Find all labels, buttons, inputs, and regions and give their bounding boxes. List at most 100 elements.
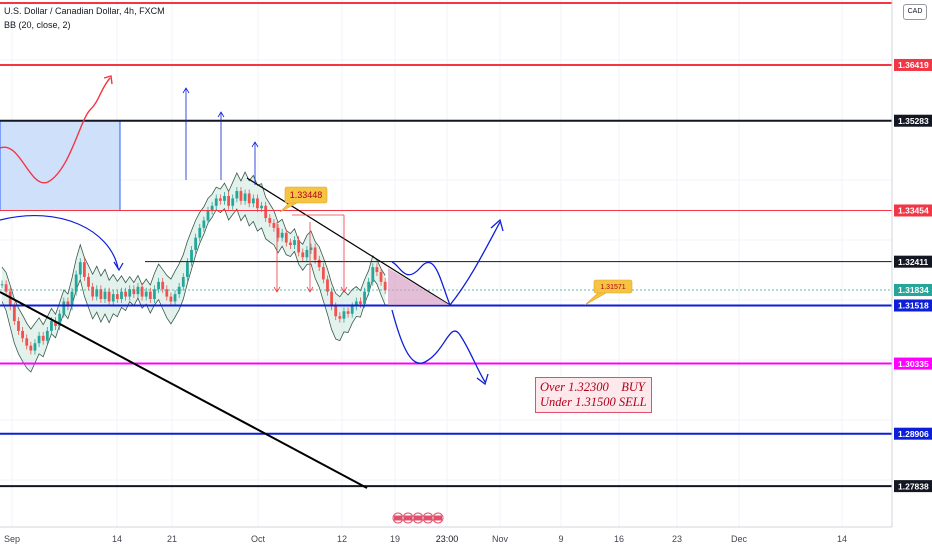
candle-body-77 (317, 259, 321, 268)
candle-19 (78, 258, 82, 279)
indicator-legend[interactable]: BB (20, close, 2) (4, 20, 71, 30)
candle-65 (268, 214, 272, 227)
candle-55 (227, 192, 230, 210)
candle-91 (375, 263, 379, 276)
candle-body-15 (62, 301, 66, 314)
price-tag-bg-1.30335 (894, 357, 932, 370)
callout-box-0 (284, 186, 328, 204)
candle-13 (54, 317, 57, 330)
price-tag-1.33454: 1.33454 (894, 204, 932, 217)
candle-50 (206, 206, 210, 225)
candle-body-88 (363, 291, 366, 304)
candle-49 (202, 216, 206, 232)
time-tick-3: Oct (251, 534, 266, 544)
candle-14 (58, 309, 62, 330)
candle-32 (132, 285, 136, 299)
candle-body-4 (17, 321, 20, 331)
candle-58 (239, 187, 243, 205)
candle-body-19 (78, 262, 82, 275)
candle-36 (148, 287, 152, 303)
candle-2 (8, 287, 12, 311)
candle-body-32 (132, 289, 136, 295)
candle-6 (25, 334, 29, 350)
time-tick-2: 21 (167, 534, 177, 544)
time-axis[interactable]: Sep 14 21 Oct 12 19 23:00 Nov 9 16 23 Dec 14 (0, 512, 892, 544)
time-tick-11: Dec (731, 534, 748, 544)
candle-body-52 (214, 198, 218, 206)
candle-92 (379, 268, 383, 286)
candle-67 (276, 223, 280, 242)
candle-22 (91, 282, 95, 301)
candle-body-80 (330, 291, 333, 307)
candle-body-23 (95, 289, 99, 297)
candle-body-5 (21, 330, 24, 339)
candle-78 (321, 263, 325, 284)
candle-5 (21, 326, 24, 343)
currency-badge[interactable]: CAD (903, 4, 927, 20)
price-tag-text-1.31518: 1.31518 (898, 301, 929, 311)
price-tag-bg-1.31518 (894, 299, 932, 312)
candle-24 (99, 285, 103, 303)
candle-7 (29, 341, 33, 355)
candle-body-10 (41, 335, 45, 341)
candle-77 (317, 255, 321, 272)
candle-body-16 (66, 301, 70, 307)
blue-wave-left (391, 261, 451, 306)
candle-83 (342, 307, 346, 323)
candle-body-72 (297, 240, 301, 253)
candle-body-36 (148, 291, 152, 300)
candle-body-58 (239, 191, 243, 201)
price-annotations: 1.33448 1.31571 (279, 186, 633, 306)
event-flag-fill-4 (434, 515, 442, 521)
candle-31 (128, 285, 132, 301)
trade-note: Over 1.32300 BUY Under 1.31500 SELL (535, 377, 652, 413)
price-tag-1.30335: 1.30335 (894, 357, 932, 370)
supply-zone-box (0, 120, 121, 211)
candle-body-90 (371, 267, 375, 282)
horizontal-levels (0, 2, 892, 488)
candle-body-68 (280, 232, 284, 238)
price-tag-1.31518: 1.31518 (894, 299, 932, 312)
blue-up-arrow (490, 218, 504, 232)
candle-42 (173, 290, 177, 306)
candle-body-25 (103, 291, 107, 300)
candle-71 (293, 236, 296, 249)
candle-body-48 (198, 227, 202, 238)
time-tick-0: Sep (4, 534, 20, 544)
candle-57 (235, 187, 239, 203)
candle-body-6 (25, 338, 29, 346)
candle-84 (346, 307, 350, 318)
candle-10 (41, 331, 45, 345)
zone-rect (0, 120, 121, 211)
candle-70 (289, 238, 292, 249)
price-tag-bg-1.33454 (894, 204, 932, 217)
candle-body-93 (383, 281, 387, 291)
candle-body-62 (256, 198, 259, 209)
time-tick-9: 16 (614, 534, 624, 544)
candle-16 (66, 297, 70, 311)
candle-68 (280, 228, 284, 242)
candle-26 (107, 287, 111, 306)
blue-down-arrow (476, 373, 489, 386)
candle-59 (243, 189, 247, 205)
price-tag-text-1.36419: 1.36419 (898, 60, 929, 70)
time-tick-7: Nov (492, 534, 509, 544)
candle-body-9 (37, 335, 41, 344)
candle-body-54 (223, 195, 226, 201)
price-axis[interactable]: 1.36419 1.35283 1.33454 1.32411 1.31834 1.315… (891, 0, 932, 550)
candle-27 (111, 290, 115, 306)
candle-body-44 (181, 276, 185, 287)
candle-body-71 (293, 240, 296, 246)
callout-text-0: 1.33448 (290, 190, 323, 200)
band-lower (1, 208, 386, 373)
candle-body-81 (334, 306, 338, 317)
candle-1 (4, 280, 8, 296)
grid (0, 0, 892, 527)
candle-body-26 (107, 291, 111, 302)
candle-body-61 (251, 198, 255, 204)
time-tick-4: 12 (337, 534, 347, 544)
price-tag-text-1.27838: 1.27838 (898, 481, 929, 491)
callout-text-1: 1.31571 (600, 284, 625, 291)
blue-curve-left (0, 215, 119, 269)
